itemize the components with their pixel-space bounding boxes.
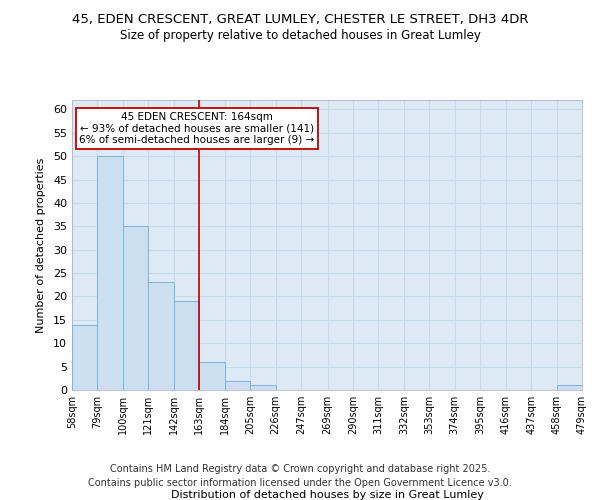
Text: Size of property relative to detached houses in Great Lumley: Size of property relative to detached ho…	[119, 29, 481, 42]
Bar	[224, 380, 250, 390]
Bar	[557, 386, 582, 390]
Bar	[250, 386, 275, 390]
Bar	[148, 282, 174, 390]
Bar	[97, 156, 123, 390]
X-axis label: Distribution of detached houses by size in Great Lumley: Distribution of detached houses by size …	[170, 490, 484, 500]
Y-axis label: Number of detached properties: Number of detached properties	[36, 158, 46, 332]
Bar	[123, 226, 148, 390]
Text: 45 EDEN CRESCENT: 164sqm
← 93% of detached houses are smaller (141)
6% of semi-d: 45 EDEN CRESCENT: 164sqm ← 93% of detach…	[79, 112, 314, 145]
Bar	[72, 324, 97, 390]
Bar	[199, 362, 224, 390]
Text: Contains HM Land Registry data © Crown copyright and database right 2025.
Contai: Contains HM Land Registry data © Crown c…	[88, 464, 512, 487]
Bar	[174, 301, 199, 390]
Text: 45, EDEN CRESCENT, GREAT LUMLEY, CHESTER LE STREET, DH3 4DR: 45, EDEN CRESCENT, GREAT LUMLEY, CHESTER…	[72, 12, 528, 26]
